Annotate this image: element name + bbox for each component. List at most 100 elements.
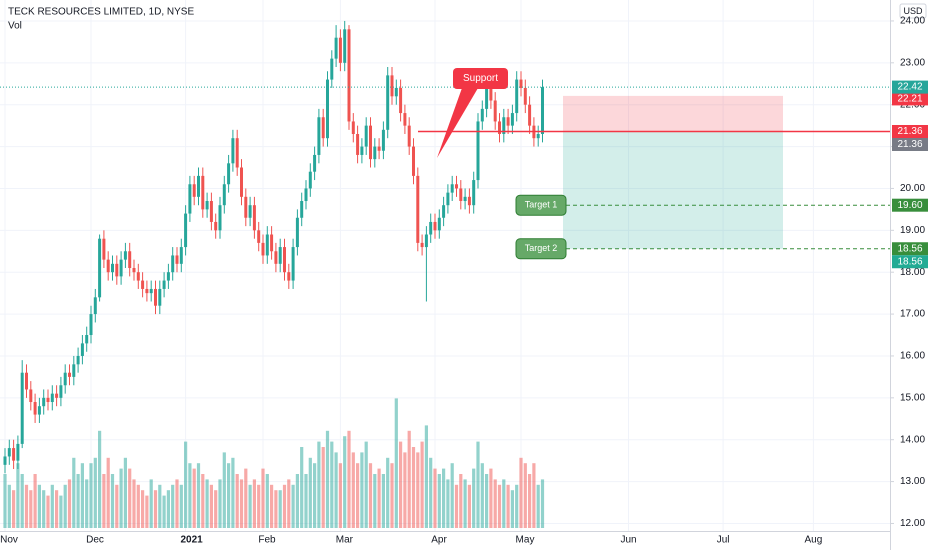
volume-bar	[502, 479, 506, 528]
candle-body	[433, 221, 437, 231]
price-tag-label: 22.42	[897, 82, 922, 93]
candle-body	[528, 104, 532, 126]
candle-body	[519, 79, 523, 88]
price-tag-label: 21.36	[897, 126, 922, 137]
price-tag	[892, 242, 928, 256]
volume-bar	[459, 474, 463, 528]
candle-body	[295, 217, 299, 248]
volume-bar	[252, 479, 256, 528]
volume-bar	[128, 468, 132, 528]
volume-bar	[231, 457, 235, 528]
candle-body	[197, 175, 200, 197]
volume-bar	[472, 468, 476, 528]
candle-body	[218, 205, 222, 231]
target-box	[515, 194, 567, 216]
volume-bar	[532, 463, 536, 528]
volume-bar	[274, 490, 278, 528]
candle-body	[377, 146, 381, 151]
volume-bar	[528, 474, 532, 528]
candle-body	[386, 75, 390, 130]
candle-body	[106, 259, 110, 273]
price-tag-label: 21.36	[897, 139, 922, 150]
candle-body	[158, 288, 162, 306]
price-tag	[892, 92, 928, 106]
volume-label: Vol	[8, 21, 22, 32]
volume-bar	[24, 484, 29, 528]
candle-body	[222, 184, 226, 206]
volume-bar	[42, 490, 46, 528]
target-zone	[563, 131, 783, 249]
candle-body	[179, 247, 183, 264]
volume-bar	[257, 484, 261, 528]
volume-bar	[270, 484, 274, 528]
candle-body	[459, 188, 463, 202]
candle-body	[12, 448, 16, 461]
candle-body	[416, 175, 420, 243]
x-tick-label: Aug	[805, 535, 823, 546]
volume-bar	[515, 484, 519, 528]
volume-bar	[218, 479, 222, 528]
candle-body	[184, 213, 188, 248]
currency-button[interactable]	[899, 3, 927, 19]
volume-bar	[304, 474, 308, 528]
volume-bar	[12, 490, 16, 528]
candle-body	[171, 255, 175, 273]
candle-body	[442, 205, 446, 218]
y-tick-label: 18.00	[900, 267, 925, 278]
volume-bar	[209, 484, 213, 528]
candle-body	[7, 448, 11, 457]
candle-body	[240, 167, 243, 197]
candle-body	[313, 154, 317, 172]
candle-body	[68, 372, 71, 377]
volume-bar	[171, 484, 175, 528]
price-tag-label: 18.56	[897, 256, 922, 267]
candle-body	[201, 175, 205, 210]
volume-bar	[136, 484, 140, 528]
candle-body	[498, 121, 501, 135]
candle-body	[20, 372, 24, 444]
volume-bar	[59, 495, 63, 528]
volume-bar	[85, 479, 89, 528]
volume-bar	[381, 474, 385, 528]
candle-body	[29, 389, 33, 403]
volume-bar	[278, 490, 282, 528]
candle-body	[115, 263, 119, 277]
volume-bar	[265, 474, 269, 528]
candle-body	[111, 263, 114, 273]
candle-body	[145, 288, 149, 294]
candle-body	[317, 117, 321, 155]
volume-bar	[153, 490, 158, 528]
candle-body	[175, 255, 179, 264]
candle-body	[80, 343, 84, 356]
volume-bar	[485, 474, 489, 528]
candle-body	[214, 221, 218, 231]
candle-body	[136, 272, 140, 281]
volume-bar	[506, 484, 510, 528]
candle-body	[98, 238, 102, 298]
candle-body	[257, 230, 261, 243]
candle-body	[205, 201, 209, 210]
candle-body	[132, 268, 136, 273]
candle-body	[252, 205, 256, 231]
volume-bar	[205, 479, 209, 528]
volume-bar	[67, 479, 72, 528]
volume-bar	[80, 463, 84, 528]
volume-bar	[175, 479, 179, 528]
x-tick-label: Jun	[620, 535, 636, 546]
candle-body	[16, 443, 20, 461]
candle-body	[274, 251, 278, 264]
volume-bar	[433, 468, 437, 528]
candle-body	[55, 393, 59, 398]
price-tag-label: 22.21	[897, 94, 922, 105]
candle-body	[154, 288, 157, 306]
candle-body	[76, 355, 80, 365]
candle-body	[270, 234, 274, 252]
volume-bar	[420, 441, 424, 528]
plot: Support Target 1 Target 2	[0, 20, 890, 528]
candle-body	[59, 385, 63, 398]
candle-body	[493, 100, 497, 122]
candle-body	[424, 234, 428, 248]
candle-body	[403, 113, 407, 126]
volume-bar	[20, 474, 24, 528]
